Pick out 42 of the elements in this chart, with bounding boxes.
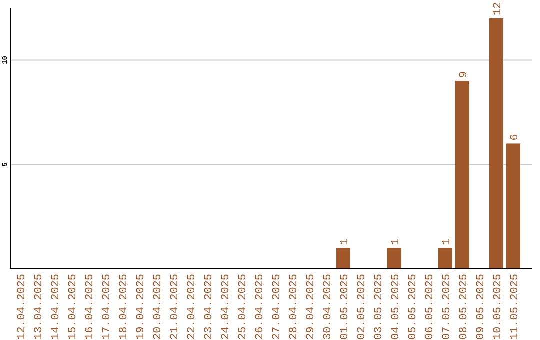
x-tick-label: 28.04.2025: [288, 274, 300, 340]
x-tick-label: 06.05.2025: [424, 274, 436, 340]
bar: [506, 144, 520, 269]
x-tick-label: 17.04.2025: [102, 274, 114, 340]
x-tick-label: 08.05.2025: [458, 274, 470, 340]
data-label: 12: [492, 2, 504, 16]
x-tick-label: 02.05.2025: [356, 274, 368, 340]
data-label: 1: [390, 238, 402, 246]
x-tick-label: 07.05.2025: [442, 274, 454, 340]
bar: [490, 18, 504, 269]
x-tick-label: 20.04.2025: [152, 274, 164, 340]
data-label: 6: [510, 134, 522, 141]
x-tick-label: 25.04.2025: [238, 274, 250, 340]
x-tick-label: 21.04.2025: [170, 274, 182, 340]
x-tick-label: 11.05.2025: [510, 274, 522, 340]
data-label: 1: [340, 238, 352, 246]
x-tick-label: 15.04.2025: [68, 274, 80, 340]
x-tick-label: 27.04.2025: [272, 274, 284, 340]
x-tick-label: 09.05.2025: [476, 274, 488, 340]
x-tick-label: 14.04.2025: [50, 274, 62, 340]
x-tick-label: 04.05.2025: [390, 274, 402, 340]
bar: [388, 248, 402, 269]
x-tick-label: 23.04.2025: [204, 274, 216, 340]
x-tick-label: 01.05.2025: [340, 274, 352, 340]
x-tick-label: 12.04.2025: [16, 274, 28, 340]
x-tick-label: 29.04.2025: [306, 274, 318, 340]
x-tick-label: 05.05.2025: [408, 274, 420, 340]
data-label: 1: [442, 238, 454, 246]
x-tick-label: 26.04.2025: [254, 274, 266, 340]
x-tick-label: 03.05.2025: [374, 274, 386, 340]
bar: [336, 248, 350, 269]
bar: [438, 248, 452, 269]
x-tick-label: 18.04.2025: [118, 274, 130, 340]
x-tick-label: 16.04.2025: [84, 274, 96, 340]
data-label: 9: [458, 71, 470, 78]
bar: [456, 81, 470, 269]
x-tick-label: 19.04.2025: [136, 274, 148, 340]
x-tick-label: 10.05.2025: [492, 274, 504, 340]
x-tick-label: 30.04.2025: [322, 274, 334, 340]
x-tick-label: 13.04.2025: [34, 274, 46, 340]
x-tick-label: 24.04.2025: [220, 274, 232, 340]
x-tick-label: 22.04.2025: [186, 274, 198, 340]
